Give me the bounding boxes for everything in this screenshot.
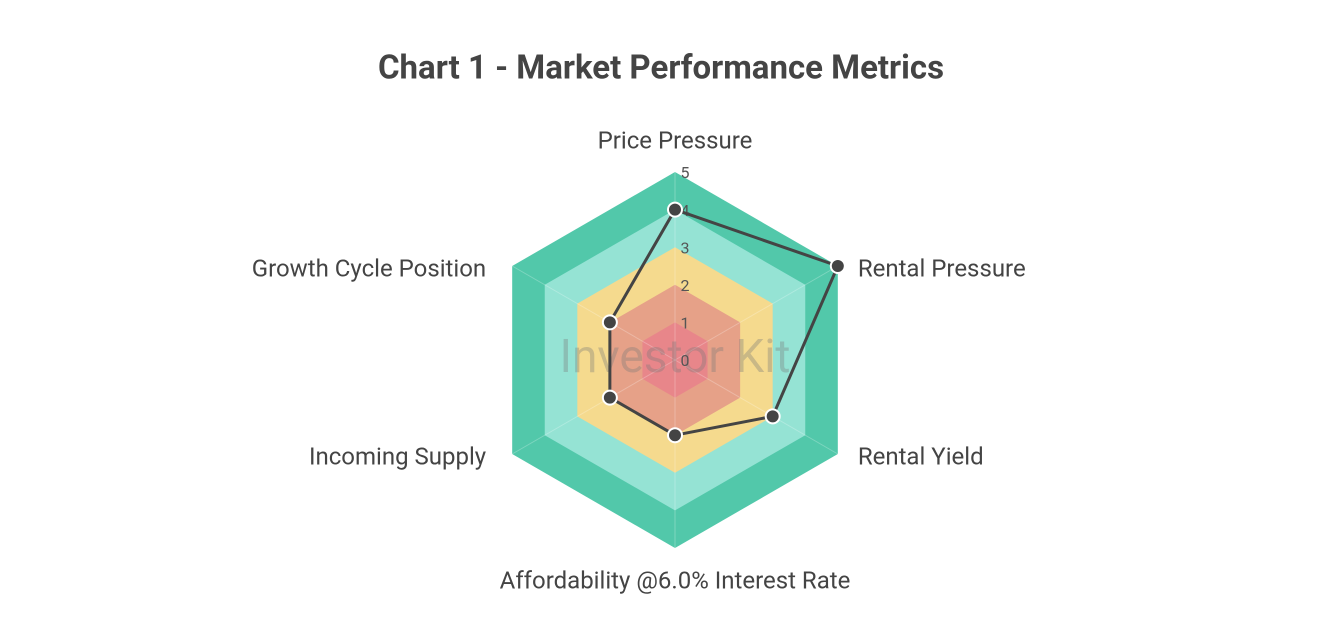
watermark: Investor Kit: [560, 330, 791, 384]
data-point: [667, 427, 683, 444]
spoke: [674, 359, 839, 455]
grid-band: [642, 322, 708, 398]
data-point: [764, 408, 781, 425]
axis-label: Incoming Supply: [309, 442, 487, 470]
axis-label: Growth Cycle Position: [252, 254, 486, 282]
data-point: [601, 314, 618, 331]
axis-label: Rental Pressure: [858, 254, 1026, 282]
axis-label: Price Pressure: [598, 126, 753, 154]
data-point: [829, 258, 846, 274]
spoke: [674, 265, 839, 361]
r-tick-label: 2: [681, 276, 690, 295]
axis-label: Affordability @6.0% Interest Rate: [500, 566, 851, 594]
r-tick-label: 4: [681, 201, 690, 220]
r-tick-label: 1: [681, 314, 690, 333]
chart-title: Chart 1 - Market Performance Metrics: [378, 49, 944, 88]
r-tick-label: 5: [681, 163, 690, 182]
spoke: [511, 265, 676, 361]
axis-label: Rental Yield: [858, 442, 984, 470]
data-point: [601, 389, 618, 406]
r-tick-label: 0: [681, 351, 690, 370]
r-tick-label: 3: [681, 238, 690, 257]
data-point: [667, 201, 683, 218]
spoke: [511, 359, 676, 455]
